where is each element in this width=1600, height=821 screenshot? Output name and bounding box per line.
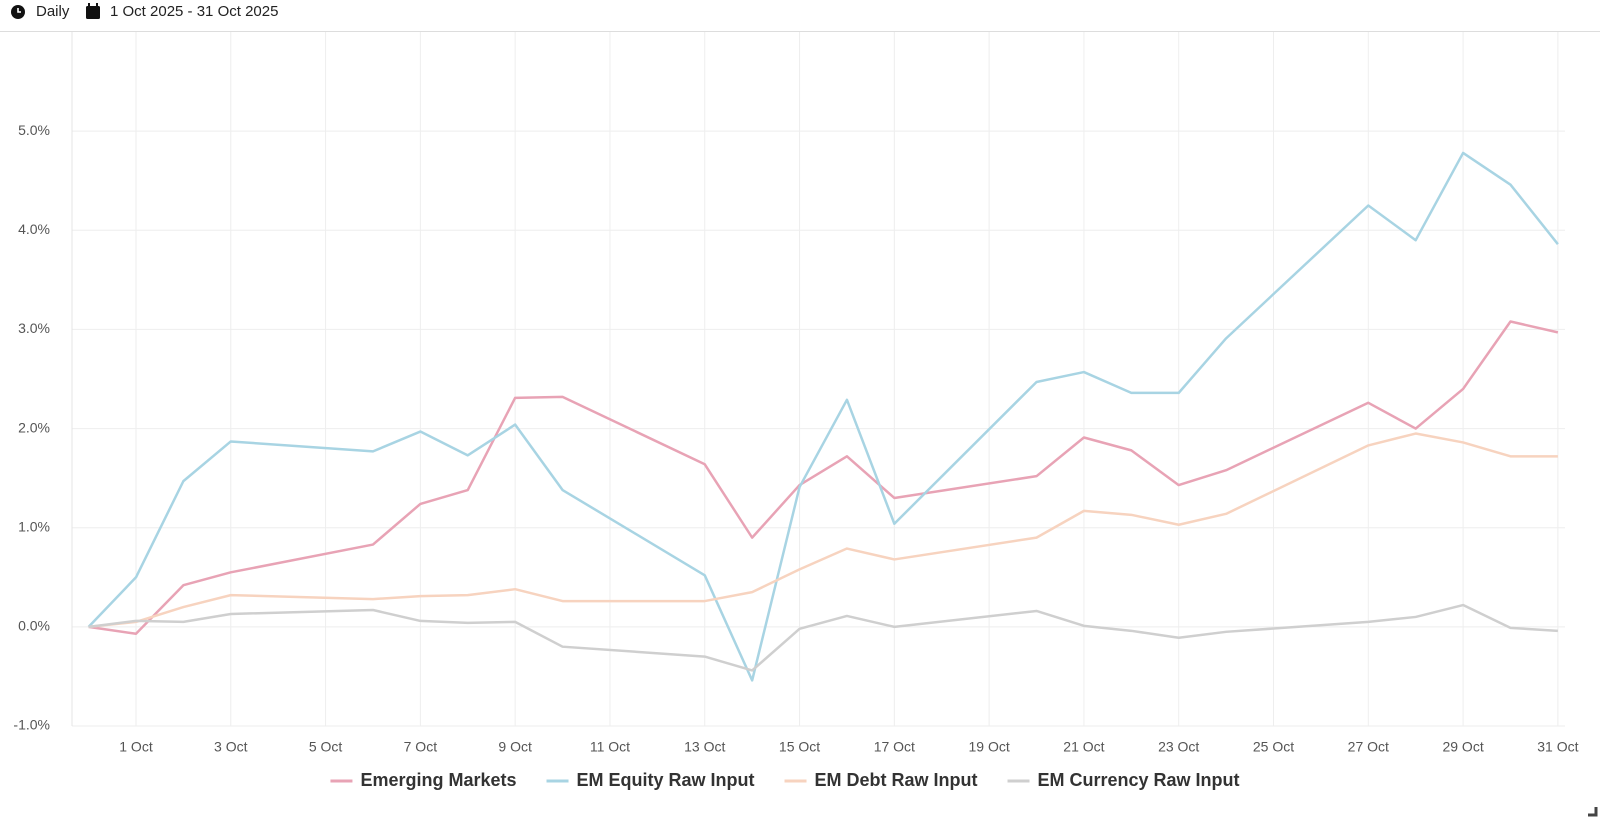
y-tick-label: 0.0% — [18, 618, 50, 634]
y-tick-label: -1.0% — [13, 717, 50, 733]
x-tick-label: 21 Oct — [1063, 739, 1104, 755]
x-tick-label: 29 Oct — [1442, 739, 1483, 755]
x-tick-label: 11 Oct — [590, 739, 630, 755]
calendar-ring — [88, 3, 90, 7]
x-tick-label: 17 Oct — [874, 739, 915, 755]
clock-hands — [17, 8, 21, 13]
x-tick-label: 5 Oct — [309, 739, 343, 755]
x-tick-label: 19 Oct — [969, 739, 1010, 755]
series-line — [88, 432, 1558, 629]
legend-label[interactable]: Emerging Markets — [360, 770, 516, 790]
x-tick-label: 13 Oct — [684, 739, 725, 755]
legend-label[interactable]: EM Equity Raw Input — [577, 770, 755, 790]
calendar-ring — [96, 3, 98, 7]
y-tick-label: 4.0% — [18, 221, 50, 237]
y-tick-label: 5.0% — [18, 122, 50, 138]
legend-label[interactable]: EM Currency Raw Input — [1038, 770, 1240, 790]
x-tick-label: 3 Oct — [214, 739, 248, 755]
series-line — [88, 603, 1558, 672]
x-tick-label: 1 Oct — [119, 739, 153, 755]
x-tick-label: 23 Oct — [1158, 739, 1199, 755]
x-tick-label: 9 Oct — [498, 739, 532, 755]
interval[interactable]: Daily — [36, 3, 70, 20]
resize-handle — [1588, 807, 1598, 817]
x-tick-label: 7 Oct — [404, 739, 438, 755]
x-tick-label: 27 Oct — [1348, 739, 1389, 755]
x-tick-label: 15 Oct — [779, 739, 820, 755]
series-line — [87, 151, 1559, 682]
x-tick-label: 31 Oct — [1537, 739, 1578, 755]
y-tick-label: 2.0% — [18, 419, 50, 435]
date-range[interactable]: 1 Oct 2025 - 31 Oct 2025 — [110, 3, 278, 20]
y-tick-label: 3.0% — [18, 320, 50, 336]
series-line — [88, 320, 1559, 636]
y-tick-label: 1.0% — [18, 518, 50, 534]
x-tick-label: 25 Oct — [1253, 739, 1294, 755]
calendar-icon — [86, 6, 100, 19]
legend-label[interactable]: EM Debt Raw Input — [815, 770, 978, 790]
